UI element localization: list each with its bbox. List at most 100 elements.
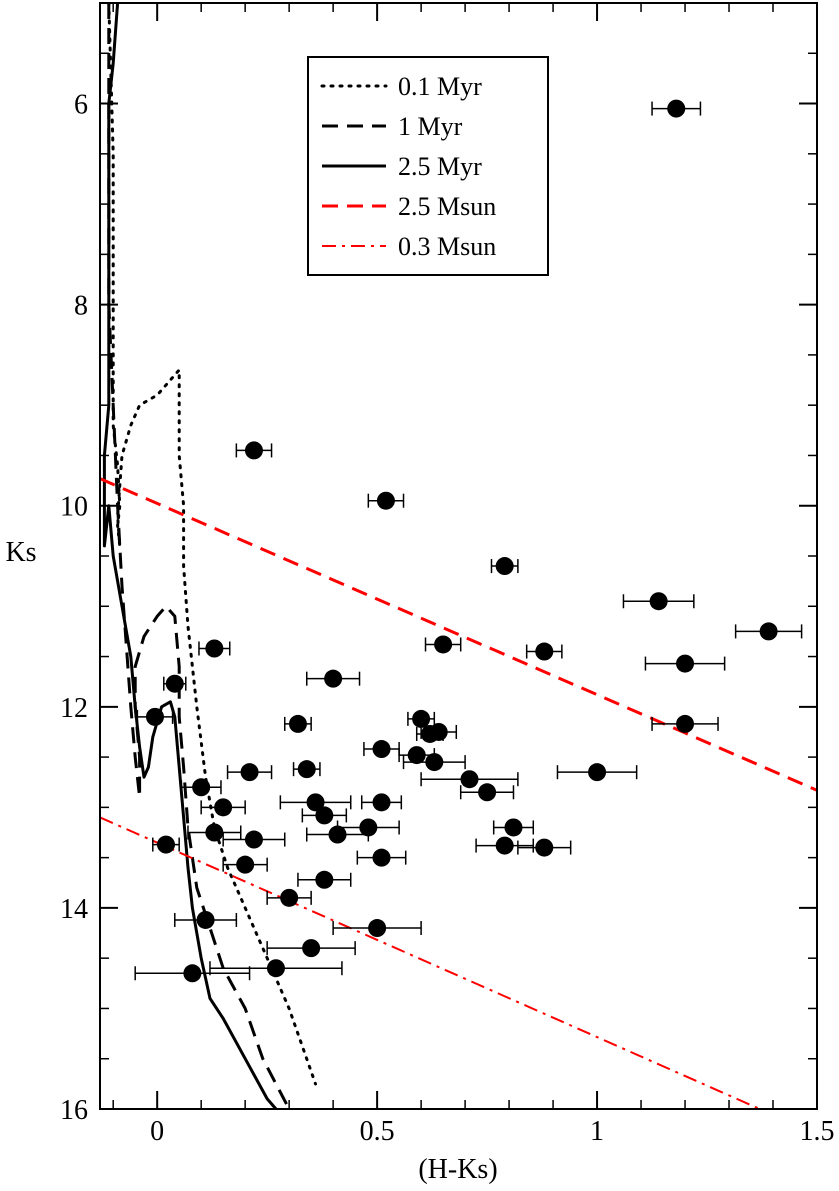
x-axis-label: (H-Ks) bbox=[418, 1154, 497, 1185]
data-point bbox=[651, 99, 702, 118]
x-tick-label: 0 bbox=[150, 1116, 164, 1147]
data-point-marker bbox=[495, 557, 514, 576]
data-point-marker bbox=[297, 760, 316, 779]
data-point bbox=[332, 919, 422, 938]
legend-label: 2.5 Msun bbox=[398, 192, 496, 221]
data-point-marker bbox=[280, 888, 299, 907]
ticks-layer: 0 0.5 1 1.5 6 8 10 12 14 16 bbox=[60, 2, 835, 1147]
data-point-marker bbox=[429, 722, 448, 741]
y-tick-label: 10 bbox=[60, 492, 88, 523]
y-tick-label: 14 bbox=[60, 894, 88, 925]
data-point-marker bbox=[266, 959, 285, 978]
data-point-marker bbox=[240, 763, 259, 782]
data-point-marker bbox=[306, 793, 325, 812]
x-tick-label: 1.5 bbox=[800, 1116, 835, 1147]
series-line-0-3-msun bbox=[100, 816, 761, 1109]
data-point bbox=[305, 669, 361, 688]
data-point bbox=[198, 639, 231, 658]
data-point bbox=[517, 838, 572, 857]
data-point bbox=[297, 870, 352, 889]
data-point-marker bbox=[372, 848, 391, 867]
data-point bbox=[266, 888, 312, 907]
data-point bbox=[180, 778, 222, 797]
data-point bbox=[266, 939, 356, 958]
legend-label: 0.1 Myr bbox=[398, 72, 482, 101]
data-point bbox=[490, 557, 519, 576]
data-point-marker bbox=[205, 639, 224, 658]
series-line-0-1-myr bbox=[107, 3, 317, 1086]
x-tick-label: 1 bbox=[590, 1116, 604, 1147]
data-point-marker bbox=[368, 919, 387, 938]
data-point-marker bbox=[676, 714, 695, 733]
data-point bbox=[187, 823, 242, 842]
data-point bbox=[644, 654, 726, 673]
data-point bbox=[235, 441, 273, 460]
data-point bbox=[360, 793, 403, 812]
data-point bbox=[279, 793, 352, 812]
data-point-marker bbox=[359, 818, 378, 837]
y-tick-label: 12 bbox=[60, 693, 88, 724]
data-point-marker bbox=[495, 836, 514, 855]
data-point-marker bbox=[372, 740, 391, 759]
data-point-marker bbox=[588, 763, 607, 782]
series-line-1-myr bbox=[107, 3, 291, 1109]
data-point bbox=[424, 635, 462, 654]
data-point-marker bbox=[676, 654, 695, 673]
data-point-marker bbox=[165, 674, 184, 693]
data-point-marker bbox=[214, 798, 233, 817]
data-point-marker bbox=[434, 635, 453, 654]
x-tick-label: 0.5 bbox=[360, 1116, 395, 1147]
data-point-marker bbox=[324, 669, 343, 688]
data-point bbox=[222, 855, 268, 874]
data-point-marker bbox=[759, 622, 778, 641]
y-axis-label: Ks bbox=[5, 537, 36, 568]
points-layer bbox=[134, 99, 803, 983]
data-point-marker bbox=[649, 592, 668, 611]
data-point bbox=[292, 760, 321, 779]
data-point bbox=[356, 848, 407, 867]
data-point-marker bbox=[460, 770, 479, 789]
data-point-marker bbox=[478, 783, 497, 802]
data-point-marker bbox=[145, 707, 164, 726]
legend-entry: 2.5 Myr bbox=[322, 152, 482, 181]
data-point bbox=[367, 491, 405, 510]
data-point-marker bbox=[315, 806, 334, 825]
data-point-marker bbox=[412, 709, 431, 728]
data-point bbox=[226, 763, 273, 782]
data-point bbox=[283, 714, 312, 733]
data-point-marker bbox=[196, 910, 215, 929]
data-point bbox=[163, 674, 187, 693]
data-point bbox=[622, 592, 695, 611]
data-point bbox=[407, 709, 436, 728]
data-point bbox=[420, 770, 519, 789]
data-point-marker bbox=[315, 870, 334, 889]
data-point bbox=[152, 835, 180, 854]
y-tick-label: 6 bbox=[74, 90, 88, 121]
data-point-marker bbox=[205, 823, 224, 842]
data-point-marker bbox=[244, 441, 263, 460]
data-point bbox=[734, 622, 803, 641]
y-tick-label: 16 bbox=[60, 1095, 88, 1126]
data-point-marker bbox=[192, 778, 211, 797]
legend-label: 1 Myr bbox=[398, 112, 463, 141]
data-point bbox=[556, 763, 638, 782]
series-line-2-5-msun bbox=[100, 477, 817, 792]
data-point-marker bbox=[372, 793, 391, 812]
data-point-marker bbox=[302, 939, 321, 958]
y-tick-label: 8 bbox=[74, 291, 88, 322]
data-point-marker bbox=[156, 835, 175, 854]
data-point bbox=[459, 783, 515, 802]
data-point bbox=[305, 825, 370, 844]
data-point-marker bbox=[504, 818, 523, 837]
series-line-2-5-myr bbox=[102, 3, 278, 1109]
legend-label: 0.3 Msun bbox=[398, 232, 496, 261]
data-point bbox=[134, 964, 251, 983]
data-point bbox=[492, 818, 535, 837]
data-point-marker bbox=[425, 753, 444, 772]
data-point bbox=[301, 806, 348, 825]
data-point bbox=[174, 910, 238, 929]
data-point-marker bbox=[288, 714, 307, 733]
data-point bbox=[402, 753, 466, 772]
data-point bbox=[525, 642, 563, 661]
